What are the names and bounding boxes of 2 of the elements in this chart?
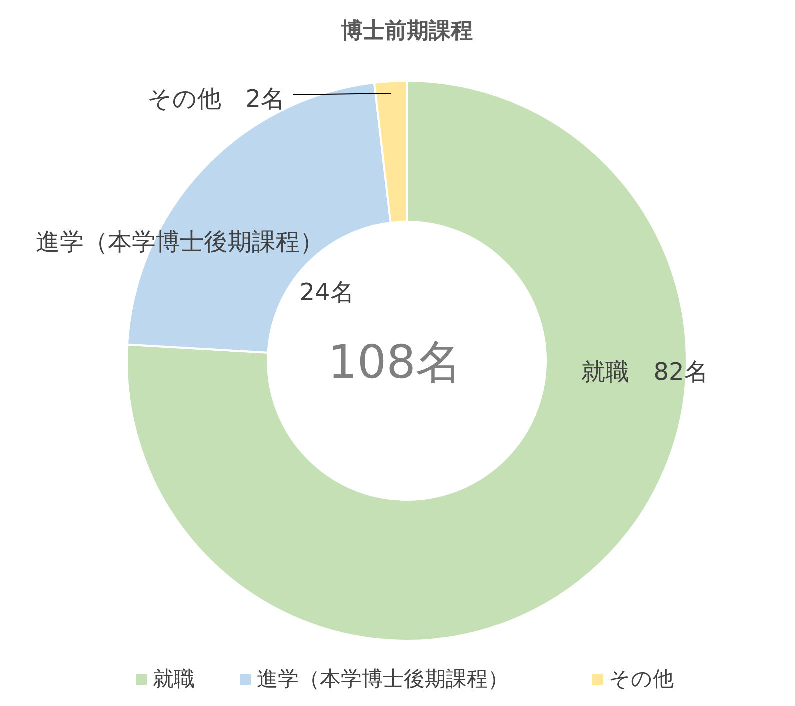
annotation: 108名 xyxy=(328,335,462,389)
title: 博士前期課程 xyxy=(341,19,473,44)
